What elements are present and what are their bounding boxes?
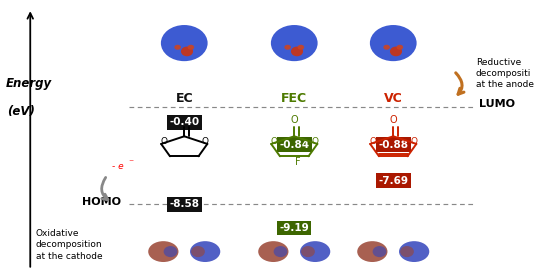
- Text: FEC: FEC: [281, 92, 307, 105]
- Ellipse shape: [400, 246, 414, 257]
- Ellipse shape: [383, 45, 390, 50]
- Text: -8.58: -8.58: [169, 199, 199, 209]
- Ellipse shape: [301, 246, 315, 257]
- Ellipse shape: [188, 45, 194, 50]
- Ellipse shape: [300, 241, 330, 262]
- Text: Oxidative
decomposition
at the cathode: Oxidative decomposition at the cathode: [36, 229, 102, 260]
- Text: -9.19: -9.19: [279, 223, 309, 233]
- Ellipse shape: [161, 25, 208, 61]
- Text: -0.84: -0.84: [279, 140, 309, 150]
- Ellipse shape: [291, 46, 303, 56]
- Ellipse shape: [258, 241, 289, 262]
- Ellipse shape: [370, 25, 417, 61]
- Text: O: O: [389, 115, 397, 125]
- Text: O: O: [290, 115, 298, 125]
- Ellipse shape: [357, 241, 387, 262]
- Ellipse shape: [399, 241, 429, 262]
- Ellipse shape: [284, 45, 291, 50]
- Text: O: O: [410, 137, 417, 146]
- Text: - e: - e: [112, 162, 124, 171]
- Ellipse shape: [164, 246, 177, 257]
- Ellipse shape: [274, 246, 287, 257]
- Ellipse shape: [181, 46, 193, 56]
- Text: Reductive
decompositi
at the anode: Reductive decompositi at the anode: [476, 58, 534, 89]
- Ellipse shape: [191, 246, 205, 257]
- Text: O: O: [161, 137, 167, 146]
- Text: -0.40: -0.40: [169, 117, 199, 127]
- Text: -0.88: -0.88: [378, 140, 408, 150]
- Text: O: O: [271, 137, 277, 146]
- Text: VC: VC: [384, 92, 403, 105]
- Ellipse shape: [390, 46, 402, 56]
- Text: O: O: [311, 137, 318, 146]
- Text: O: O: [201, 137, 208, 146]
- Text: LUMO: LUMO: [478, 99, 514, 109]
- Text: HOMO: HOMO: [82, 197, 121, 207]
- Ellipse shape: [148, 241, 179, 262]
- Ellipse shape: [298, 45, 304, 50]
- Ellipse shape: [174, 45, 181, 50]
- Ellipse shape: [271, 25, 318, 61]
- Text: ⁻: ⁻: [128, 158, 134, 168]
- Text: O: O: [180, 115, 188, 125]
- Ellipse shape: [397, 45, 403, 50]
- Ellipse shape: [190, 241, 220, 262]
- Text: EC: EC: [175, 92, 193, 105]
- Text: Energy: Energy: [6, 77, 52, 90]
- Text: O: O: [370, 137, 376, 146]
- Text: F: F: [295, 157, 300, 167]
- Text: (eV): (eV): [7, 105, 35, 118]
- Ellipse shape: [372, 246, 386, 257]
- Text: -7.69: -7.69: [378, 176, 408, 186]
